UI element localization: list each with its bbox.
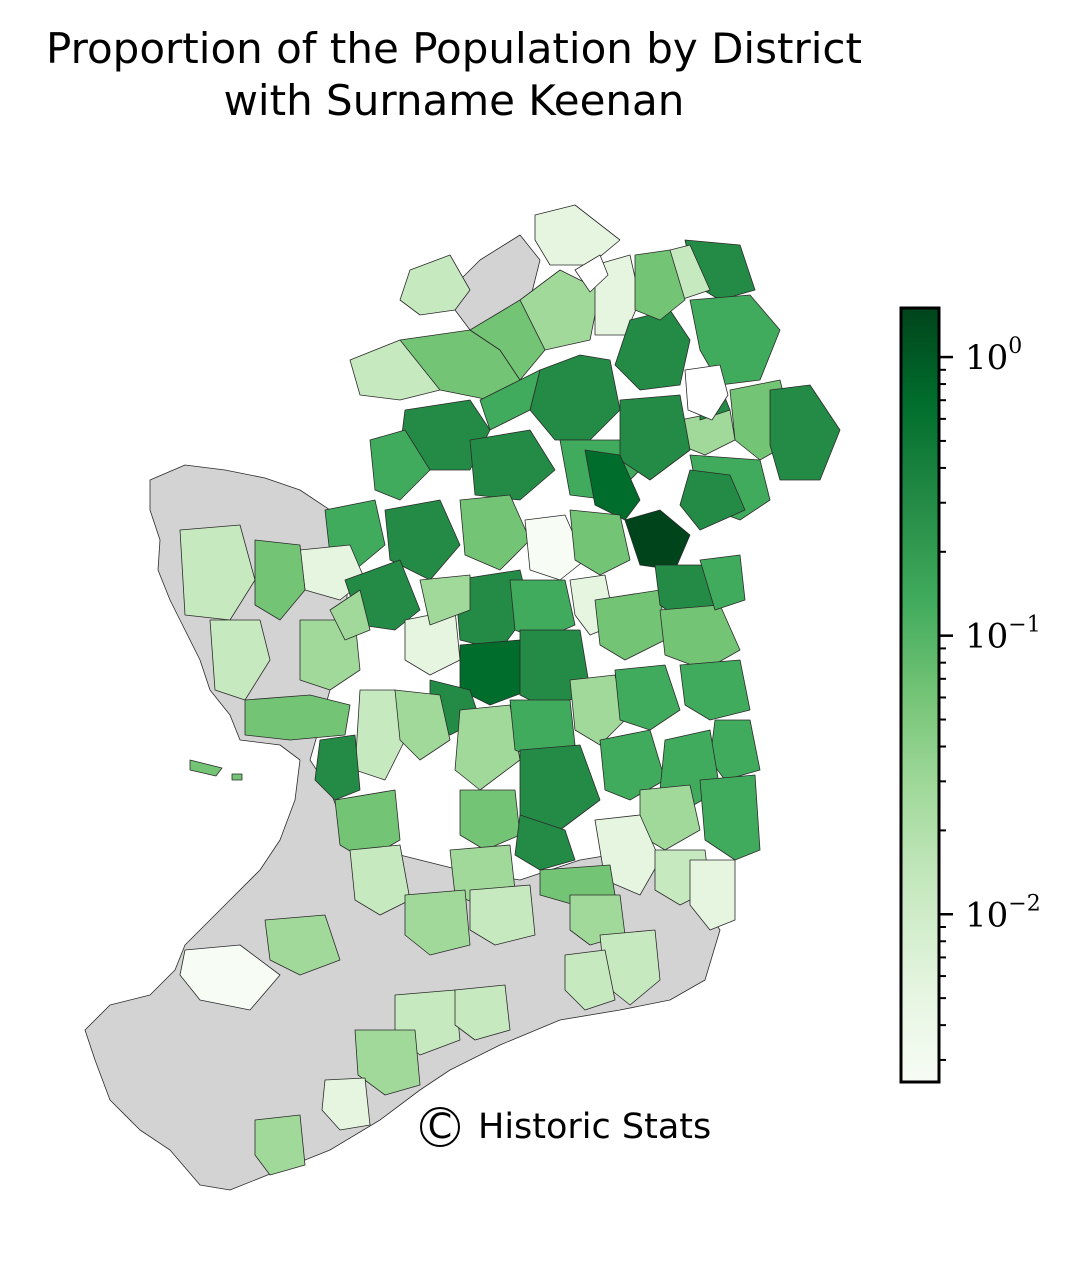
map-region (594, 589, 666, 661)
colorbar-tick-exponent: 0 (1008, 334, 1022, 359)
map-region (619, 394, 691, 481)
map-region (584, 449, 641, 521)
map-region (244, 694, 351, 741)
colorbar-tick-exponent: −2 (1008, 891, 1040, 916)
map-region (314, 734, 361, 801)
map-region (564, 949, 616, 1011)
map-region (479, 369, 541, 431)
map-island (189, 759, 223, 777)
map-region (209, 619, 271, 701)
map-lake-lough-neagh (684, 364, 729, 421)
map-region (569, 674, 626, 746)
colorbar-tick-label: 10−1 (965, 613, 1041, 657)
credit-text: Historic Stats (478, 1107, 711, 1147)
map-region (321, 1077, 371, 1131)
map-region (404, 889, 471, 956)
map-region (469, 884, 536, 946)
map-region (699, 554, 746, 611)
copyright-icon (420, 1107, 460, 1147)
map-region (354, 1029, 421, 1096)
colorbar-tick-base: 10 (965, 338, 1008, 378)
colorbar-tick-exponent: −1 (1008, 613, 1040, 638)
map-credit: C Historic Stats (420, 1107, 711, 1147)
colorbar-tick-base: 10 (965, 617, 1008, 657)
map-island (231, 773, 243, 781)
map-region (469, 429, 556, 501)
map-region (394, 689, 451, 761)
map-region (769, 384, 841, 481)
map-lake-lough-foyle (574, 254, 609, 293)
map-region (254, 539, 306, 621)
map-region (679, 469, 746, 531)
colorbar-tick-label: 100 (965, 334, 1022, 378)
colorbar-tick-base: 10 (965, 895, 1008, 935)
map-region (519, 744, 601, 831)
map-region (399, 254, 471, 316)
map-region (624, 509, 691, 571)
map-region (179, 524, 256, 621)
map-region (179, 944, 281, 1011)
map-region (254, 1114, 306, 1176)
copyright-symbol: C (428, 1107, 452, 1147)
map-region (709, 719, 761, 781)
map-region (569, 509, 631, 576)
map-region (264, 914, 341, 976)
map-region (349, 844, 411, 916)
ireland-map (84, 204, 841, 1191)
map-region (529, 354, 621, 441)
map-region (459, 639, 531, 706)
map-region (459, 789, 521, 851)
map-region (634, 249, 686, 321)
map-region (419, 574, 471, 626)
map-title-line-2: with Surname Keenan (224, 76, 685, 125)
colorbar-gradient (899, 306, 941, 1084)
map-region (534, 204, 621, 266)
map-region (469, 299, 546, 381)
map-region (659, 604, 741, 671)
map-region (459, 494, 531, 571)
map-region (689, 294, 781, 386)
map-region (524, 514, 586, 581)
map-region (679, 659, 751, 721)
map-region (689, 859, 736, 931)
map-region (699, 774, 761, 861)
map-region (454, 984, 511, 1041)
map-region (614, 664, 681, 731)
map-region (369, 429, 431, 501)
colorbar-tick-label: 10−2 (965, 891, 1041, 935)
map-region (384, 499, 461, 581)
map-region (514, 814, 576, 871)
map-region (329, 589, 371, 641)
map-title-line-1: Proportion of the Population by District (46, 24, 862, 73)
map-region (454, 704, 521, 791)
